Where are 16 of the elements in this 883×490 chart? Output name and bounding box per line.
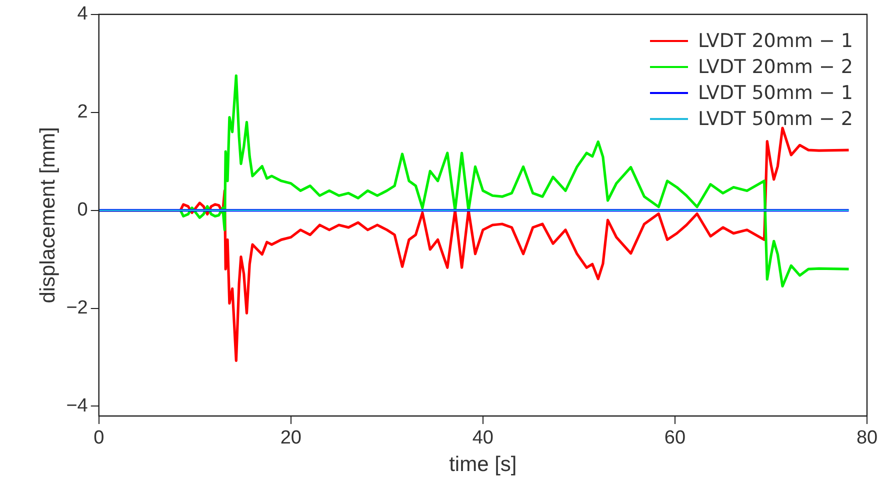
y-axis-title: displacement [mm]	[36, 127, 60, 304]
x-tick-label: 20	[280, 428, 302, 449]
y-tick-label: 4	[77, 4, 88, 25]
y-tick-label: −4	[66, 395, 88, 416]
legend-label: LVDT 50mm − 2	[698, 107, 853, 132]
legend-label: LVDT 20mm − 1	[698, 29, 853, 54]
x-axis-title: time [s]	[449, 453, 517, 476]
x-tick-label: 40	[472, 428, 494, 449]
y-tick-label: 2	[77, 102, 88, 123]
x-tick-label: 0	[94, 428, 104, 449]
y-tick-label: 0	[77, 200, 88, 221]
legend-label: LVDT 20mm − 2	[698, 55, 853, 80]
legend-label: LVDT 50mm − 1	[698, 81, 853, 106]
x-tick-label: 60	[664, 428, 686, 449]
x-tick-label: 80	[856, 428, 878, 449]
y-tick-label: −2	[66, 297, 88, 318]
